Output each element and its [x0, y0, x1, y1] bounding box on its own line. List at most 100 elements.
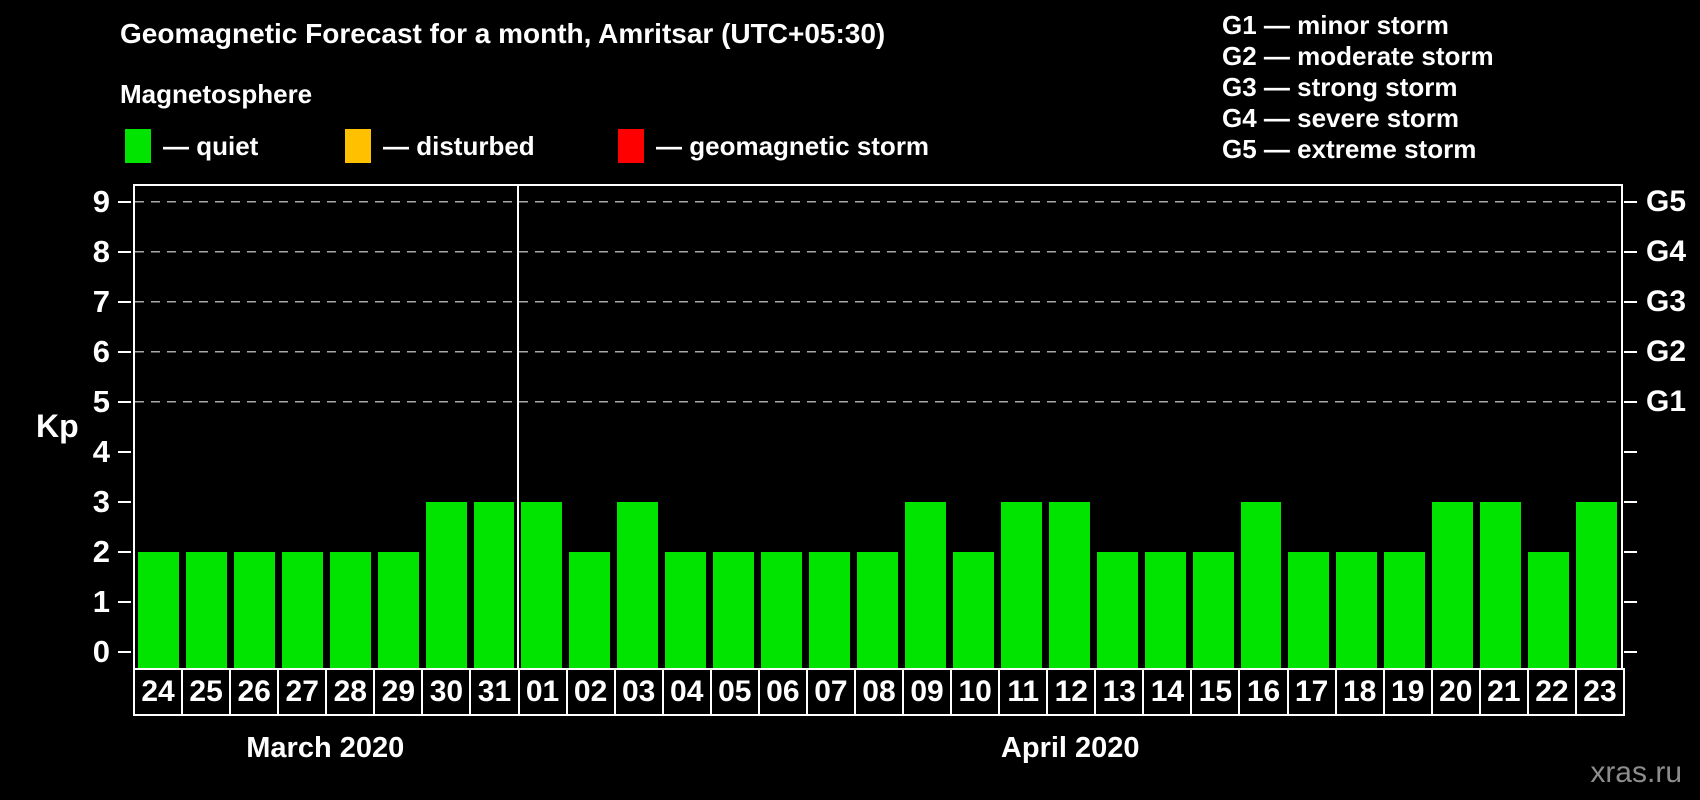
day-cell-08: 08 — [853, 668, 905, 716]
g-scale-row-G2: G2 — moderate storm — [1222, 41, 1494, 71]
y-tick-left-3 — [118, 501, 131, 503]
legend-swatch-geomagnetic-storm — [618, 129, 644, 163]
day-cell-13: 13 — [1094, 668, 1145, 716]
kp-bar-day-12 — [1048, 502, 1090, 668]
y-tick-left-2 — [118, 551, 131, 553]
plot-area — [133, 184, 1623, 668]
gridline-kp6 — [135, 351, 1621, 353]
y-tick-right-5 — [1624, 401, 1637, 403]
day-cell-22: 22 — [1526, 668, 1577, 716]
legend-label: — disturbed — [383, 130, 535, 161]
legend-item-geomagnetic-storm: — geomagnetic storm — [618, 128, 929, 164]
kp-bar-day-19 — [1384, 552, 1426, 668]
y-tick-right-7 — [1624, 301, 1637, 303]
legend-label: — geomagnetic storm — [656, 130, 930, 161]
legend-label: — quiet — [163, 130, 259, 161]
y-tick-right-6 — [1624, 351, 1637, 353]
day-cell-23: 23 — [1574, 668, 1625, 716]
kp-bar-day-18 — [1336, 552, 1378, 668]
y-tick-left-0 — [118, 651, 131, 653]
kp-bar-day-13 — [1096, 552, 1138, 668]
y-tick-label-6: 6 — [92, 334, 110, 369]
kp-bar-day-09 — [904, 502, 946, 668]
kp-bar-day-06 — [761, 552, 803, 668]
day-cell-24: 24 — [133, 668, 184, 716]
g-scale-row-G1: G1 — minor storm — [1222, 10, 1449, 40]
y-tick-left-5 — [118, 401, 131, 403]
kp-bar-day-15 — [1192, 552, 1234, 668]
kp-bar-day-17 — [1288, 552, 1330, 668]
chart-title: Geomagnetic Forecast for a month, Amrits… — [120, 18, 886, 49]
kp-bar-day-11 — [1000, 502, 1042, 668]
g-axis-label-G3: G3 — [1646, 285, 1687, 318]
kp-bar-day-23 — [1576, 502, 1617, 668]
day-cell-31: 31 — [469, 668, 520, 716]
month-label-March-2020: March 2020 — [246, 732, 405, 764]
day-cell-29: 29 — [373, 668, 424, 716]
kp-bar-day-08 — [857, 552, 898, 668]
gridline-kp5 — [135, 401, 1621, 403]
y-tick-left-8 — [118, 251, 131, 253]
day-cell-28: 28 — [325, 668, 376, 716]
day-cell-15: 15 — [1190, 668, 1241, 716]
day-cell-20: 20 — [1430, 668, 1481, 716]
y-tick-label-2: 2 — [92, 534, 110, 569]
kp-bar-day-07 — [809, 552, 851, 668]
kp-bar-day-16 — [1240, 502, 1282, 668]
kp-bar-day-02 — [569, 552, 611, 668]
kp-bar-day-14 — [1144, 552, 1186, 668]
magnetosphere-label: Magnetosphere — [120, 79, 313, 109]
watermark: xras.ru — [1590, 756, 1682, 789]
day-cell-09: 09 — [902, 668, 953, 716]
day-cell-16: 16 — [1238, 668, 1289, 716]
y-tick-label-7: 7 — [92, 284, 110, 319]
day-cell-14: 14 — [1142, 668, 1193, 716]
g-scale-row-G4: G4 — severe storm — [1222, 103, 1460, 133]
legend-item-quiet: — quiet — [125, 128, 258, 164]
kp-bar-day-27 — [281, 552, 323, 668]
y-tick-label-1: 1 — [92, 584, 110, 619]
y-tick-right-1 — [1624, 601, 1637, 603]
day-cell-26: 26 — [229, 668, 280, 716]
g-scale-row-G5: G5 — extreme storm — [1222, 134, 1477, 164]
day-cell-18: 18 — [1334, 668, 1385, 716]
kp-bar-day-20 — [1432, 502, 1474, 668]
kp-bar-day-25 — [185, 552, 227, 668]
g-axis-label-G4: G4 — [1646, 235, 1687, 268]
day-cell-12: 12 — [1046, 668, 1097, 716]
kp-bar-day-28 — [329, 552, 371, 668]
day-cell-17: 17 — [1286, 668, 1337, 716]
g-scale-legend: G1 — minor storm G2 — moderate storm G3 — … — [1222, 10, 1494, 165]
y-axis-title: Kp — [36, 408, 79, 444]
y-tick-right-0 — [1624, 651, 1637, 653]
y-tick-label-9: 9 — [92, 184, 110, 219]
y-tick-left-9 — [118, 201, 131, 203]
g-axis-label-G5: G5 — [1646, 185, 1687, 218]
legend-swatch-disturbed — [345, 129, 371, 163]
legend-item-disturbed: — disturbed — [345, 128, 535, 164]
y-tick-label-5: 5 — [92, 384, 110, 419]
g-scale-row-G3: G3 — strong storm — [1222, 72, 1458, 102]
kp-bar-day-05 — [713, 552, 755, 668]
y-tick-right-9 — [1624, 201, 1637, 203]
y-tick-right-3 — [1624, 501, 1637, 503]
gridline-kp7 — [135, 301, 1621, 303]
g-axis-label-G1: G1 — [1646, 385, 1687, 418]
kp-bar-day-26 — [233, 552, 275, 668]
month-label-April-2020: April 2020 — [1000, 732, 1140, 764]
y-tick-left-1 — [118, 601, 131, 603]
y-tick-right-4 — [1624, 451, 1637, 453]
day-cell-27: 27 — [277, 668, 328, 716]
month-separator — [517, 186, 520, 668]
day-cell-06: 06 — [757, 668, 808, 716]
day-cell-07: 07 — [805, 668, 856, 716]
kp-bar-day-31 — [473, 502, 515, 668]
kp-bar-day-10 — [952, 552, 994, 668]
g-axis-label-G2: G2 — [1646, 335, 1687, 368]
y-tick-right-8 — [1624, 251, 1637, 253]
y-tick-label-4: 4 — [92, 434, 110, 469]
day-axis: 24 25 26 27 28 29 30 31 01 02 03 04 05 06 07 08 09 10 11 12… — [133, 668, 1625, 716]
day-cell-05: 05 — [709, 668, 760, 716]
kp-bar-day-01 — [521, 502, 563, 668]
kp-bar-day-21 — [1480, 502, 1522, 668]
